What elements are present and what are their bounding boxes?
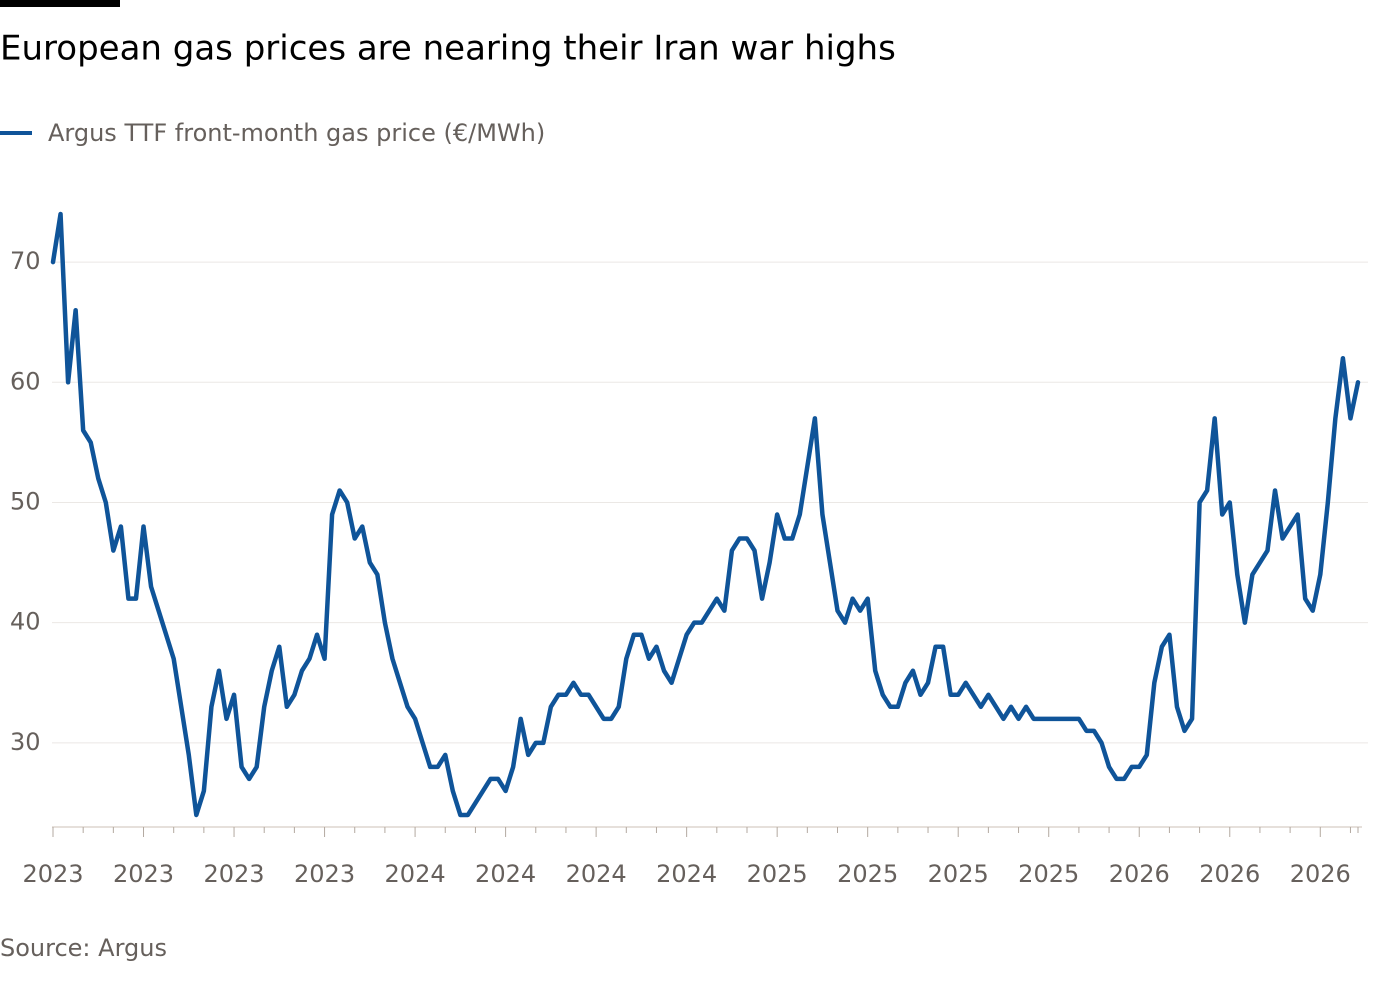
line-series bbox=[50, 211, 1361, 818]
x-tick-label: 2023 bbox=[294, 860, 355, 888]
x-tick-label: 2026 bbox=[1199, 860, 1260, 888]
x-tick-label: 2024 bbox=[566, 860, 627, 888]
y-tick-label: 30 bbox=[10, 728, 41, 756]
y-tick-label: 70 bbox=[10, 247, 41, 275]
x-tick-label: 2025 bbox=[1018, 860, 1079, 888]
x-tick-label: 2023 bbox=[113, 860, 174, 888]
chart-title: European gas prices are nearing their Ir… bbox=[0, 29, 896, 69]
brand-bar bbox=[0, 0, 120, 7]
x-tick-label: 2024 bbox=[385, 860, 446, 888]
x-tick-label: 2026 bbox=[1290, 860, 1351, 888]
x-tick-label: 2024 bbox=[475, 860, 536, 888]
x-tick-label: 2026 bbox=[1109, 860, 1170, 888]
x-tick-label: 2023 bbox=[22, 860, 83, 888]
x-tick-label: 2025 bbox=[928, 860, 989, 888]
x-tick-label: 2024 bbox=[656, 860, 717, 888]
x-tick-label: 2023 bbox=[204, 860, 265, 888]
y-tick-label: 50 bbox=[10, 487, 41, 515]
y-tick-label: 40 bbox=[10, 608, 41, 636]
source: Source: Argus bbox=[0, 934, 167, 962]
x-tick-label: 2025 bbox=[837, 860, 898, 888]
x-tick-label: 2025 bbox=[747, 860, 808, 888]
legend-label: Argus TTF front-month gas price (€/MWh) bbox=[48, 119, 545, 147]
y-tick-label: 60 bbox=[10, 367, 41, 395]
